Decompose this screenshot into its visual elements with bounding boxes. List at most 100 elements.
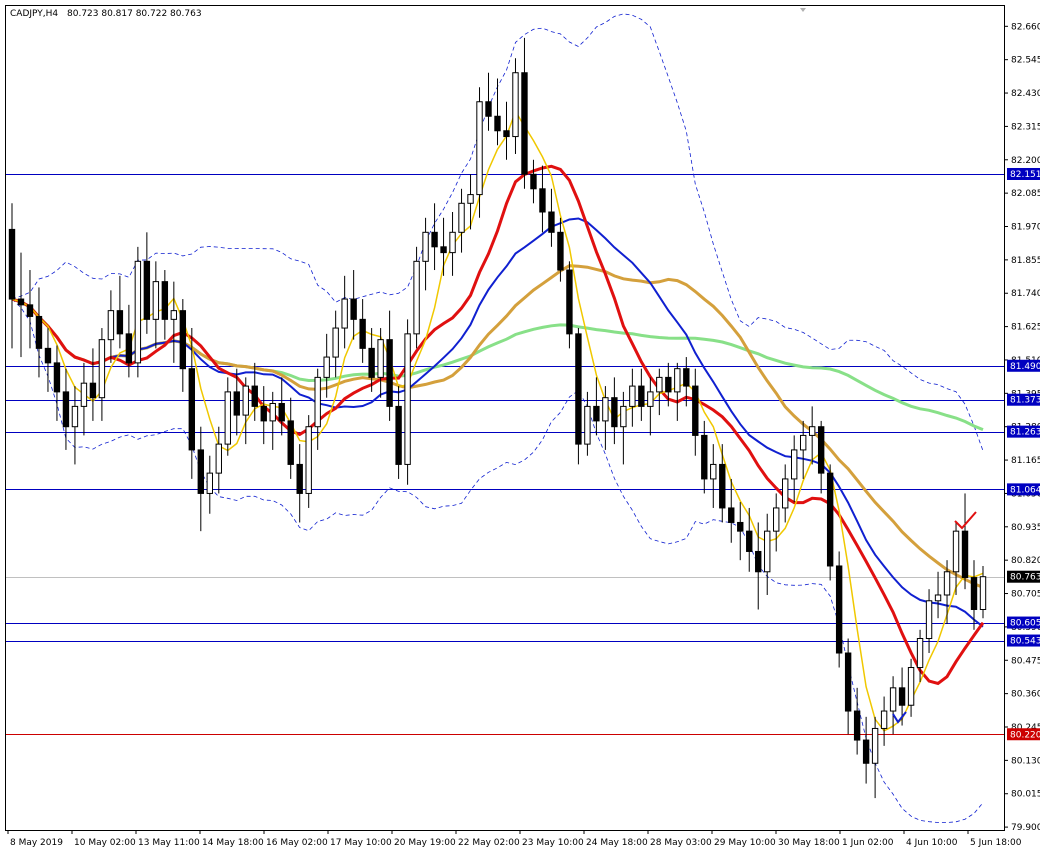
x-tick-label-2: 13 May 11:00 [138,838,200,848]
candle-101 [916,629,924,683]
candle-body [332,327,339,358]
candle-body [665,376,672,393]
candle-23 [215,426,222,494]
scroll-marker-icon [800,8,806,12]
candle-0 [8,203,16,349]
x-tick-label-9: 24 May 18:00 [586,838,648,848]
candle-52 [476,87,483,218]
candle-38 [350,270,357,340]
y-tick-label-15: 80.935 [1011,523,1040,533]
y-tick-label-13: 81.165 [1011,456,1040,466]
candle-body [826,472,834,567]
x-tick-label-15: 5 Jun 18:00 [970,838,1022,848]
candle-80 [728,478,735,543]
y-tick-label-20: 80.360 [1011,690,1040,700]
candle-body [422,231,429,262]
candle-100 [907,658,915,717]
candle-49 [449,212,456,276]
candle-67 [611,377,618,445]
candle-body [467,194,474,204]
candle-body [404,333,411,465]
candle-55 [503,101,510,160]
candle-body [764,530,771,573]
candle-body [215,443,222,474]
candle-body [161,281,169,320]
candle-body [782,478,789,509]
candle-body [8,228,16,300]
candle-64 [584,391,591,456]
candle-body [395,405,402,465]
x-tick-label-12: 30 May 18:00 [778,838,840,848]
candle-5 [53,345,61,421]
x-tick-label-13: 1 Jun 02:00 [842,838,894,848]
y-tick-label-9: 81.625 [1011,323,1040,333]
y-tick-label-8: 81.740 [1011,289,1040,299]
candle-51 [467,174,474,230]
candle-body [710,463,717,480]
y-tick-label-21: 80.245 [1011,723,1040,733]
candle-body [638,385,645,407]
current-price-tag-bg [1007,570,1040,583]
candle-body [98,339,106,399]
candle-83 [755,522,762,610]
candle-94 [853,687,861,755]
candle-body [611,397,618,428]
candle-body [512,72,519,138]
candle-body [853,710,861,741]
candle-body [107,310,115,341]
candle-body [485,101,492,117]
candle-body [979,576,987,610]
candle-93 [844,638,852,735]
candle-73 [665,362,672,407]
candle-81 [737,502,744,561]
candle-107 [970,560,978,630]
candle-89 [808,406,816,465]
candle-body [629,385,636,407]
candle-97 [880,696,888,746]
candle-body [898,687,906,706]
candle-body [368,347,375,378]
level-tag-7-bg [1007,728,1040,741]
level-tag-1-label: 81.490 [1010,362,1040,372]
candle-15 [143,232,151,334]
candle-72 [656,368,663,416]
candle-body [620,405,627,428]
candle-body [503,130,510,138]
candle-body [575,333,582,445]
y-tick-label-1: 82.545 [1011,56,1040,66]
candle-body [880,710,888,729]
level-tag-7-label: 80.220 [1010,730,1040,740]
y-tick-label-0: 82.660 [1011,22,1040,32]
candle-56 [512,58,519,154]
candles-layer [8,37,987,799]
candle-body [53,362,61,393]
candle-body [125,333,133,364]
candle-body [755,550,762,573]
candle-body [269,402,276,422]
candle-36 [332,310,339,378]
y-tick-label-3: 82.315 [1011,122,1040,132]
candle-78 [710,444,717,508]
level-tag-6-bg [1007,634,1040,647]
y-tick-label-24: 79.900 [1011,823,1040,833]
candle-35 [323,333,330,398]
candle-31 [287,397,294,479]
candle-body [835,565,843,654]
candle-82 [746,507,753,572]
y-tick-label-4: 82.200 [1011,156,1040,166]
candle-20 [188,328,196,479]
candle-16 [152,261,160,349]
candle-body [134,260,142,364]
candle-body [773,507,780,532]
candle-body [961,530,969,579]
candle-body [970,577,978,610]
candle-77 [701,420,708,494]
candle-19 [179,299,187,392]
level-tag-4-bg [1007,483,1040,496]
level-tag-6-label: 80.543 [1010,637,1040,647]
x-tick-label-11: 29 May 10:00 [714,838,776,848]
candle-98 [889,676,897,735]
candle-body [449,231,456,254]
candle-body [862,739,870,764]
candle-body [530,173,537,190]
